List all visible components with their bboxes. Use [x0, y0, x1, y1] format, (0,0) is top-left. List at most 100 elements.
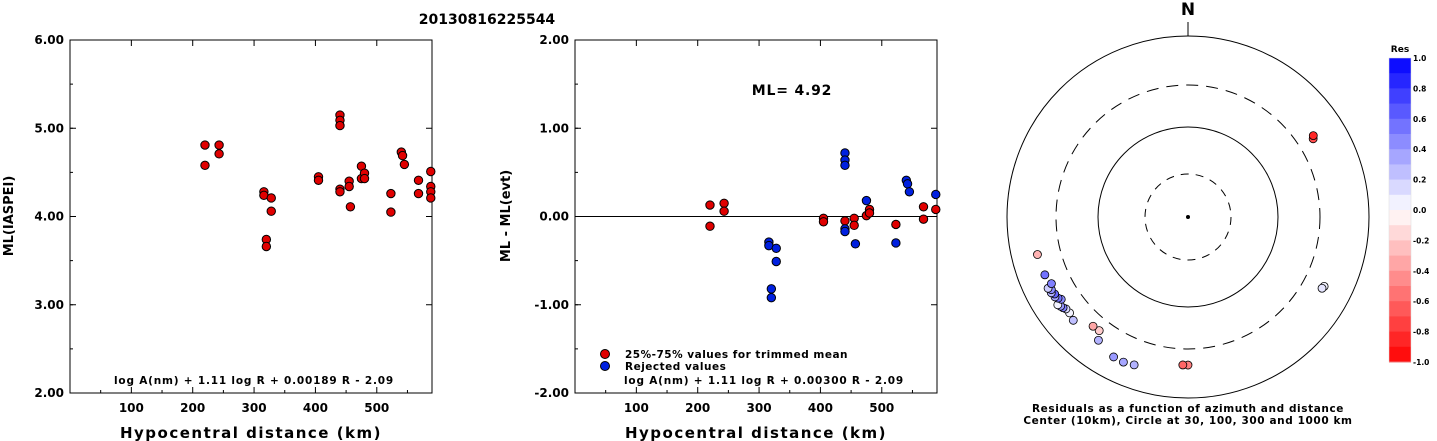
station-marker	[1129, 360, 1139, 370]
colorbar-tick-label: -0.2	[1413, 236, 1429, 245]
data-point	[918, 202, 929, 212]
data-point	[426, 166, 436, 177]
legend-marker-trimmed	[600, 349, 610, 359]
data-point	[771, 243, 781, 253]
legend: 25%-75% values for trimmed mean Rejected…	[600, 349, 848, 373]
data-point	[426, 193, 436, 203]
colorbar-tick-label: -1.0	[1413, 358, 1429, 367]
y-tick-label: 2.00	[34, 386, 64, 400]
station-marker	[1094, 335, 1103, 345]
data-point	[705, 200, 715, 210]
colorbar-cell	[1389, 88, 1411, 105]
data-point	[266, 193, 276, 203]
colorbar-cell	[1389, 164, 1411, 181]
x-tick-label: 400	[808, 401, 833, 415]
data-point	[200, 160, 210, 171]
colorbar-cell	[1389, 331, 1411, 348]
y-tick-label: 4.00	[34, 210, 64, 224]
colorbar-tick-label: -0.6	[1413, 297, 1429, 306]
x-axis-label: Hypocentral distance (km)	[120, 424, 382, 441]
data-point	[902, 179, 913, 189]
data-point	[891, 238, 901, 248]
colorbar-cell	[1389, 73, 1411, 89]
station-marker	[1094, 326, 1104, 336]
colorbar-tick-label: 0.0	[1413, 206, 1426, 215]
colorbar-tick-label: -0.8	[1413, 328, 1429, 337]
x-tick-label: 100	[119, 401, 144, 415]
ring-300km	[1055, 84, 1321, 350]
formula-label: log A(nm) + 1.11 log R + 0.00189 R - 2.0…	[114, 375, 394, 387]
data-point	[397, 150, 408, 161]
colorbar-cell	[1389, 316, 1411, 333]
data-point	[818, 217, 829, 227]
station-marker	[1033, 250, 1042, 259]
station-marker	[1317, 283, 1327, 293]
colorbar-tick-label: -0.4	[1413, 267, 1429, 276]
station-markers	[1033, 131, 1329, 370]
x-tick-label: 200	[180, 401, 205, 415]
data-point	[214, 140, 224, 150]
x-tick-label: 500	[869, 401, 894, 415]
y-axis-label: ML(IASPEI)	[2, 176, 17, 257]
plot-frame	[69, 39, 433, 394]
data-point	[849, 220, 859, 231]
residual-colorbar: Res 1.0 0.8 0.6 0.4 0.2 0.0 -0.2 -0.4 -0.6 -0.8 -1…	[1388, 45, 1429, 367]
x-axis-ticks: 100 200 300 400 500	[605, 40, 913, 415]
data-point	[840, 160, 850, 171]
caption-line-2: Center (10km), Circle at 30, 100, 300 an…	[1023, 415, 1352, 427]
data-point	[891, 219, 901, 230]
data-point	[766, 292, 777, 303]
colorbar-title: Res	[1391, 45, 1409, 55]
data-point	[904, 187, 915, 197]
data-point	[335, 120, 345, 131]
station-marker	[1088, 321, 1098, 331]
azimuth-residual-plot: N Residuals as a function of azimuth and…	[1006, 0, 1370, 427]
data-point	[931, 204, 941, 215]
magnitude-vs-distance-chart: 2.00 3.00 4.00 5.00 6.00 100 200 300 400 500 ML(…	[2, 33, 436, 441]
y-tick-label: -1.00	[534, 298, 569, 312]
station-marker	[1109, 352, 1118, 362]
x-tick-label: 300	[747, 401, 772, 415]
data-point	[313, 175, 324, 186]
data-point	[413, 188, 424, 199]
colorbar-tick-label: 0.6	[1413, 115, 1426, 124]
station-marker	[1118, 357, 1128, 367]
colorbar-cell	[1389, 346, 1411, 363]
data-point	[705, 221, 715, 231]
ring-30km	[1144, 173, 1232, 261]
colorbar-tick-label: 1.0	[1413, 54, 1426, 63]
legend-marker-rejected	[600, 361, 610, 371]
data-point	[771, 256, 781, 267]
colorbar-cell	[1389, 301, 1411, 317]
data-point	[344, 181, 354, 192]
data-point	[413, 175, 424, 186]
colorbar-cell	[1389, 118, 1411, 135]
legend-label-rejected: Rejected values	[625, 361, 726, 373]
data-point	[850, 239, 861, 249]
data-point	[386, 207, 396, 217]
y-tick-label: 5.00	[34, 121, 64, 135]
ring-100km	[1097, 126, 1279, 308]
data-point	[266, 206, 276, 216]
colorbar-cell	[1389, 103, 1411, 120]
data-point	[766, 284, 777, 294]
data-points	[200, 110, 436, 252]
ml-annotation: ML= 4.92	[752, 83, 832, 99]
colorbar-cell	[1389, 240, 1411, 257]
colorbar-cell	[1389, 210, 1411, 226]
legend-label-trimmed: 25%-75% values for trimmed mean	[625, 349, 848, 361]
colorbar-cell	[1389, 149, 1411, 165]
y-axis-label: ML - ML(evt)	[499, 170, 514, 262]
colorbar-ticks: 1.0 0.8 0.6 0.4 0.2 0.0 -0.2 -0.4 -0.6 -0.8 -1.0	[1413, 54, 1429, 367]
formula-label: log A(nm) + 1.11 log R + 0.00300 R - 2.0…	[624, 375, 904, 387]
data-point	[200, 140, 210, 150]
colorbar-cell	[1389, 58, 1411, 74]
y-tick-label: 1.00	[539, 121, 569, 135]
data-point	[719, 206, 729, 216]
y-tick-label: 3.00	[34, 298, 64, 312]
colorbar-cell	[1389, 270, 1411, 287]
data-point	[840, 216, 850, 226]
station-marker	[1047, 279, 1056, 289]
colorbar-cell	[1389, 255, 1411, 272]
